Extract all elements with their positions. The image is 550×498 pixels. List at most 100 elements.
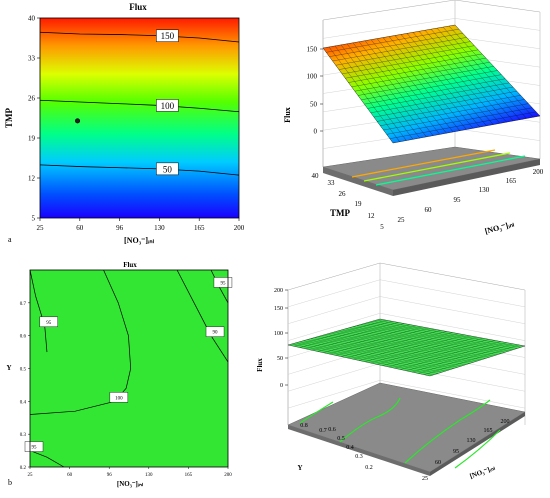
y-tick-label: 0.4	[346, 445, 354, 451]
z-tick-label: 100	[274, 331, 283, 337]
contour-line	[29, 269, 132, 415]
y-axis-label: Y	[297, 464, 302, 472]
z-tick-label: 200	[274, 288, 283, 294]
grid-line	[379, 279, 526, 308]
nitrate-tick-label: 200	[533, 168, 544, 176]
contour-label-box	[39, 316, 58, 328]
x-tick-label: 25	[28, 473, 34, 478]
contour-lines	[39, 31, 240, 176]
contour-label-box	[156, 29, 179, 42]
contour-label: 95	[46, 321, 52, 326]
x-tick-label: 96	[107, 473, 113, 478]
y-tick-label: 0.7	[319, 428, 327, 434]
tmp-tick-label: 5	[380, 223, 384, 231]
grid-line	[454, 128, 541, 141]
mesh-line	[341, 329, 486, 359]
contour-label-box	[213, 277, 233, 288]
z-ticks: 0 50 100 150	[307, 46, 323, 136]
y-tick-label: 0.2	[365, 465, 373, 471]
nitrate-tick-label: 200	[501, 419, 510, 425]
x-tick-label: 60	[76, 224, 84, 232]
y-tick-label: 26	[28, 95, 36, 103]
tmp-tick-label: 12	[368, 212, 376, 220]
mesh-line	[370, 39, 447, 134]
contour-labels: 95 95 100 90 95	[24, 277, 233, 452]
mesh-line	[360, 324, 506, 353]
mesh-line	[418, 31, 501, 124]
nitrate-tick-label: 60	[425, 206, 433, 214]
mesh-line	[406, 33, 487, 126]
nitrate-axis-label: [NO₃⁻]ᵢₙₗ	[469, 464, 496, 480]
z-tick-label: 150	[274, 306, 283, 312]
grid-line	[379, 313, 526, 341]
nitrate-tick-label: 25	[398, 216, 406, 224]
y-axis-label: TMP	[4, 108, 14, 128]
y-ticks: 0.20.30.40.50.60.7 0.8	[300, 423, 373, 471]
z-tick-label: 0	[280, 383, 283, 389]
contour-label-box	[205, 326, 225, 337]
contour-labels: 150 100 50	[156, 29, 179, 176]
floor-side	[393, 159, 540, 196]
contour-field	[40, 18, 239, 218]
nitrate-tick-label: 165	[506, 177, 517, 185]
tmp-tick-label: 40	[312, 172, 320, 180]
mesh-line	[376, 319, 522, 348]
mesh-line	[388, 36, 467, 130]
y-tick-label: 5	[32, 215, 36, 223]
z-tick-label: 50	[310, 101, 318, 109]
mesh-line	[382, 37, 460, 131]
contour-label-box	[156, 162, 179, 176]
contour-label: 90	[213, 331, 219, 336]
mesh-line	[328, 46, 400, 142]
y-tick-label: 0.8	[300, 423, 308, 429]
y-tick-label: 0.6	[20, 335, 27, 340]
z-ticks: 0 50 100 150 200	[274, 288, 288, 389]
nitrate-tick-label: 165	[484, 428, 493, 434]
x-tick-label: 165	[194, 224, 205, 232]
mesh-line	[314, 337, 458, 368]
response-surface	[322, 24, 541, 144]
plot-frame	[39, 17, 240, 219]
z-axis-label: Flux	[283, 107, 292, 123]
mesh-line	[334, 45, 407, 141]
mesh-line	[400, 34, 480, 128]
nitrate-tick-label: 60	[435, 460, 441, 466]
x-tick-label: 200	[234, 224, 245, 232]
contour-line	[39, 31, 240, 43]
mesh-line	[322, 335, 466, 365]
x-tick-label: 25	[37, 224, 45, 232]
contour-title: Flux	[123, 261, 137, 269]
y-axis-label: Y	[6, 364, 11, 372]
back-wall-grid	[287, 279, 526, 409]
mesh-line	[442, 26, 527, 119]
surface-mesh	[291, 319, 522, 375]
grid-line	[287, 363, 381, 392]
contour-title: Flux	[129, 2, 147, 12]
mesh-line	[318, 336, 462, 367]
nitrate-axis-label: [NO₃⁻]ᵢₙₗ	[484, 219, 516, 236]
floor-contours	[299, 397, 501, 469]
mesh-line	[303, 340, 446, 372]
contour-label-box	[24, 441, 44, 452]
z-tick-label: 100	[307, 73, 318, 81]
contour-line	[176, 269, 229, 363]
y-tick-label: 0.5	[337, 436, 345, 442]
mesh-line	[299, 341, 442, 373]
mesh-line	[333, 331, 478, 362]
y-tick-label: 0.4	[20, 400, 27, 405]
grid-line	[287, 313, 381, 341]
y-tick-label: 0.7	[20, 302, 27, 307]
mesh-line	[330, 332, 474, 363]
y-tick-label: 33	[28, 55, 36, 63]
x-tick-label: 130	[154, 224, 165, 232]
x-tick-label: 200	[224, 473, 232, 478]
mesh-line	[291, 343, 434, 375]
grid-line	[379, 380, 526, 409]
mesh-line	[356, 325, 502, 354]
tmp-axis-label: TMP	[330, 208, 350, 218]
mesh-line	[368, 322, 514, 350]
y-tick-label: 0.2	[20, 466, 27, 471]
